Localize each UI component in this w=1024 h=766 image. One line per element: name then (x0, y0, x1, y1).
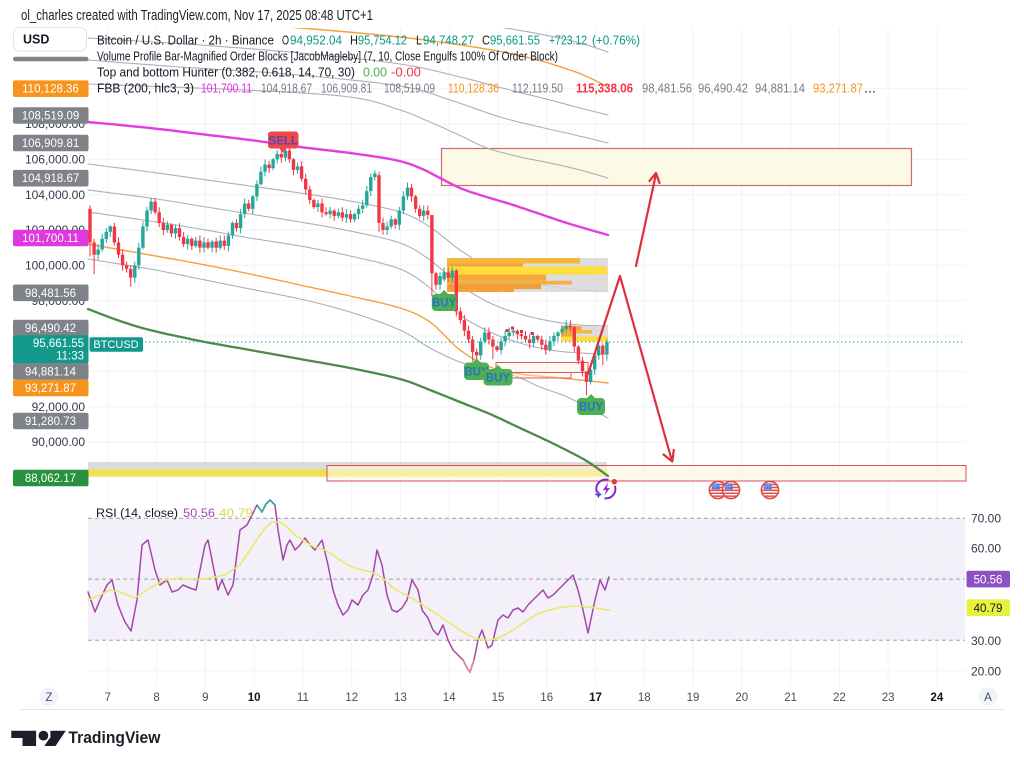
svg-text:11:33: 11:33 (56, 351, 84, 363)
svg-text:FBB (200, hlc3, 3): FBB (200, hlc3, 3) (97, 81, 194, 96)
svg-text:20: 20 (735, 692, 748, 704)
svg-text:20.00: 20.00 (971, 665, 1001, 679)
svg-text:93,271.87: 93,271.87 (813, 81, 863, 96)
svg-text:Bitcoin / U.S. Dollar · 2h · B: Bitcoin / U.S. Dollar · 2h · Binance (97, 33, 274, 48)
svg-text:18: 18 (638, 692, 651, 704)
svg-text:88,062.17: 88,062.17 (25, 473, 76, 485)
svg-text:95,661.55: 95,661.55 (490, 33, 540, 48)
svg-text:101,700.11: 101,700.11 (22, 233, 79, 245)
svg-text:98,481.56: 98,481.56 (25, 288, 76, 300)
svg-text:TradingView: TradingView (68, 728, 161, 747)
svg-text:60.00: 60.00 (971, 541, 1001, 555)
svg-text:15: 15 (492, 692, 505, 704)
svg-text:12: 12 (345, 692, 358, 704)
svg-text:24: 24 (931, 692, 944, 704)
svg-text:40.79: 40.79 (974, 603, 1003, 615)
svg-text:0.00: 0.00 (363, 65, 387, 80)
svg-text:96,490.42: 96,490.42 (25, 323, 76, 335)
svg-text:95,754.12: 95,754.12 (358, 33, 407, 48)
svg-text:Z: Z (45, 692, 52, 704)
svg-text:C: C (482, 33, 490, 48)
svg-text:23: 23 (882, 692, 895, 704)
svg-text:108,519.09: 108,519.09 (22, 111, 80, 123)
svg-text:40.79: 40.79 (219, 506, 253, 520)
svg-text:94,952.04: 94,952.04 (290, 33, 342, 48)
svg-text:92,000.00: 92,000.00 (32, 400, 86, 414)
svg-text:90,000.00: 90,000.00 (32, 435, 86, 449)
svg-text:BUY: BUY (579, 402, 604, 414)
svg-text:50.56: 50.56 (183, 506, 215, 520)
svg-text:112,119.50: 112,119.50 (512, 81, 563, 96)
svg-text:11: 11 (297, 692, 309, 704)
svg-text:50.56: 50.56 (974, 574, 1003, 586)
svg-text:104,918.67: 104,918.67 (22, 173, 80, 185)
svg-text:+723.12: +723.12 (549, 33, 587, 48)
svg-text:19: 19 (687, 692, 700, 704)
svg-text:96,490.42: 96,490.42 (698, 81, 748, 96)
svg-text:O: O (282, 33, 289, 48)
svg-text:H: H (350, 33, 358, 48)
svg-text:21: 21 (784, 692, 797, 704)
svg-text:100,000.00: 100,000.00 (25, 259, 85, 273)
svg-text:104,918.67: 104,918.67 (261, 81, 312, 96)
svg-text:115,338.06: 115,338.06 (576, 81, 633, 96)
svg-text:94,748.27: 94,748.27 (423, 33, 474, 48)
svg-text:106,000.00: 106,000.00 (25, 153, 85, 167)
svg-text:RSI (14, close): RSI (14, close) (96, 506, 178, 520)
svg-text:17: 17 (589, 692, 602, 704)
svg-text:104,000.00: 104,000.00 (25, 188, 85, 202)
svg-text:16: 16 (540, 692, 553, 704)
svg-text:ol_charles created with Tradin: ol_charles created with TradingView.com,… (21, 7, 373, 24)
svg-text:-0.00: -0.00 (391, 65, 421, 80)
svg-text:30.00: 30.00 (971, 634, 1001, 648)
svg-text:SELL: SELL (269, 136, 298, 148)
svg-text:91,280.73: 91,280.73 (25, 416, 76, 428)
svg-text:A: A (984, 692, 992, 704)
svg-text:8: 8 (153, 692, 159, 704)
svg-text:108,519.09: 108,519.09 (384, 81, 435, 96)
svg-text:94,881.14: 94,881.14 (755, 81, 805, 96)
svg-text:L: L (416, 33, 422, 48)
svg-text:98,481.56: 98,481.56 (642, 81, 692, 96)
svg-text:USD: USD (23, 33, 49, 47)
svg-text:22: 22 (833, 692, 846, 704)
svg-text:(+0.76%): (+0.76%) (592, 33, 640, 48)
svg-text:101,700.11: 101,700.11 (201, 81, 252, 96)
svg-text:110,128.36: 110,128.36 (22, 84, 79, 96)
svg-text:10: 10 (248, 692, 261, 704)
svg-text:106,909.81: 106,909.81 (22, 138, 80, 150)
svg-text:94,881.14: 94,881.14 (25, 366, 77, 378)
svg-text:70.00: 70.00 (971, 511, 1001, 525)
svg-text:BUY: BUY (464, 366, 489, 378)
svg-text:BTCUSD: BTCUSD (93, 339, 138, 351)
svg-text:BUY: BUY (486, 372, 511, 384)
svg-text:93,271.87: 93,271.87 (25, 383, 76, 395)
svg-text:...: ... (864, 81, 876, 96)
svg-text:106,909.81: 106,909.81 (321, 81, 372, 96)
svg-text:Volume Profile Bar-Magnified O: Volume Profile Bar-Magnified Order Block… (97, 49, 558, 64)
svg-text:95,661.55: 95,661.55 (33, 338, 84, 350)
svg-text:BUY: BUY (432, 298, 457, 310)
svg-text:7: 7 (105, 692, 111, 704)
svg-text:Top and bottom Hunter (0.382,: Top and bottom Hunter (0.382, 0.618, 14,… (97, 65, 355, 80)
svg-text:13: 13 (394, 692, 407, 704)
svg-text:110,128.36: 110,128.36 (448, 81, 499, 96)
svg-text:9: 9 (202, 692, 208, 704)
svg-text:14: 14 (443, 692, 456, 704)
